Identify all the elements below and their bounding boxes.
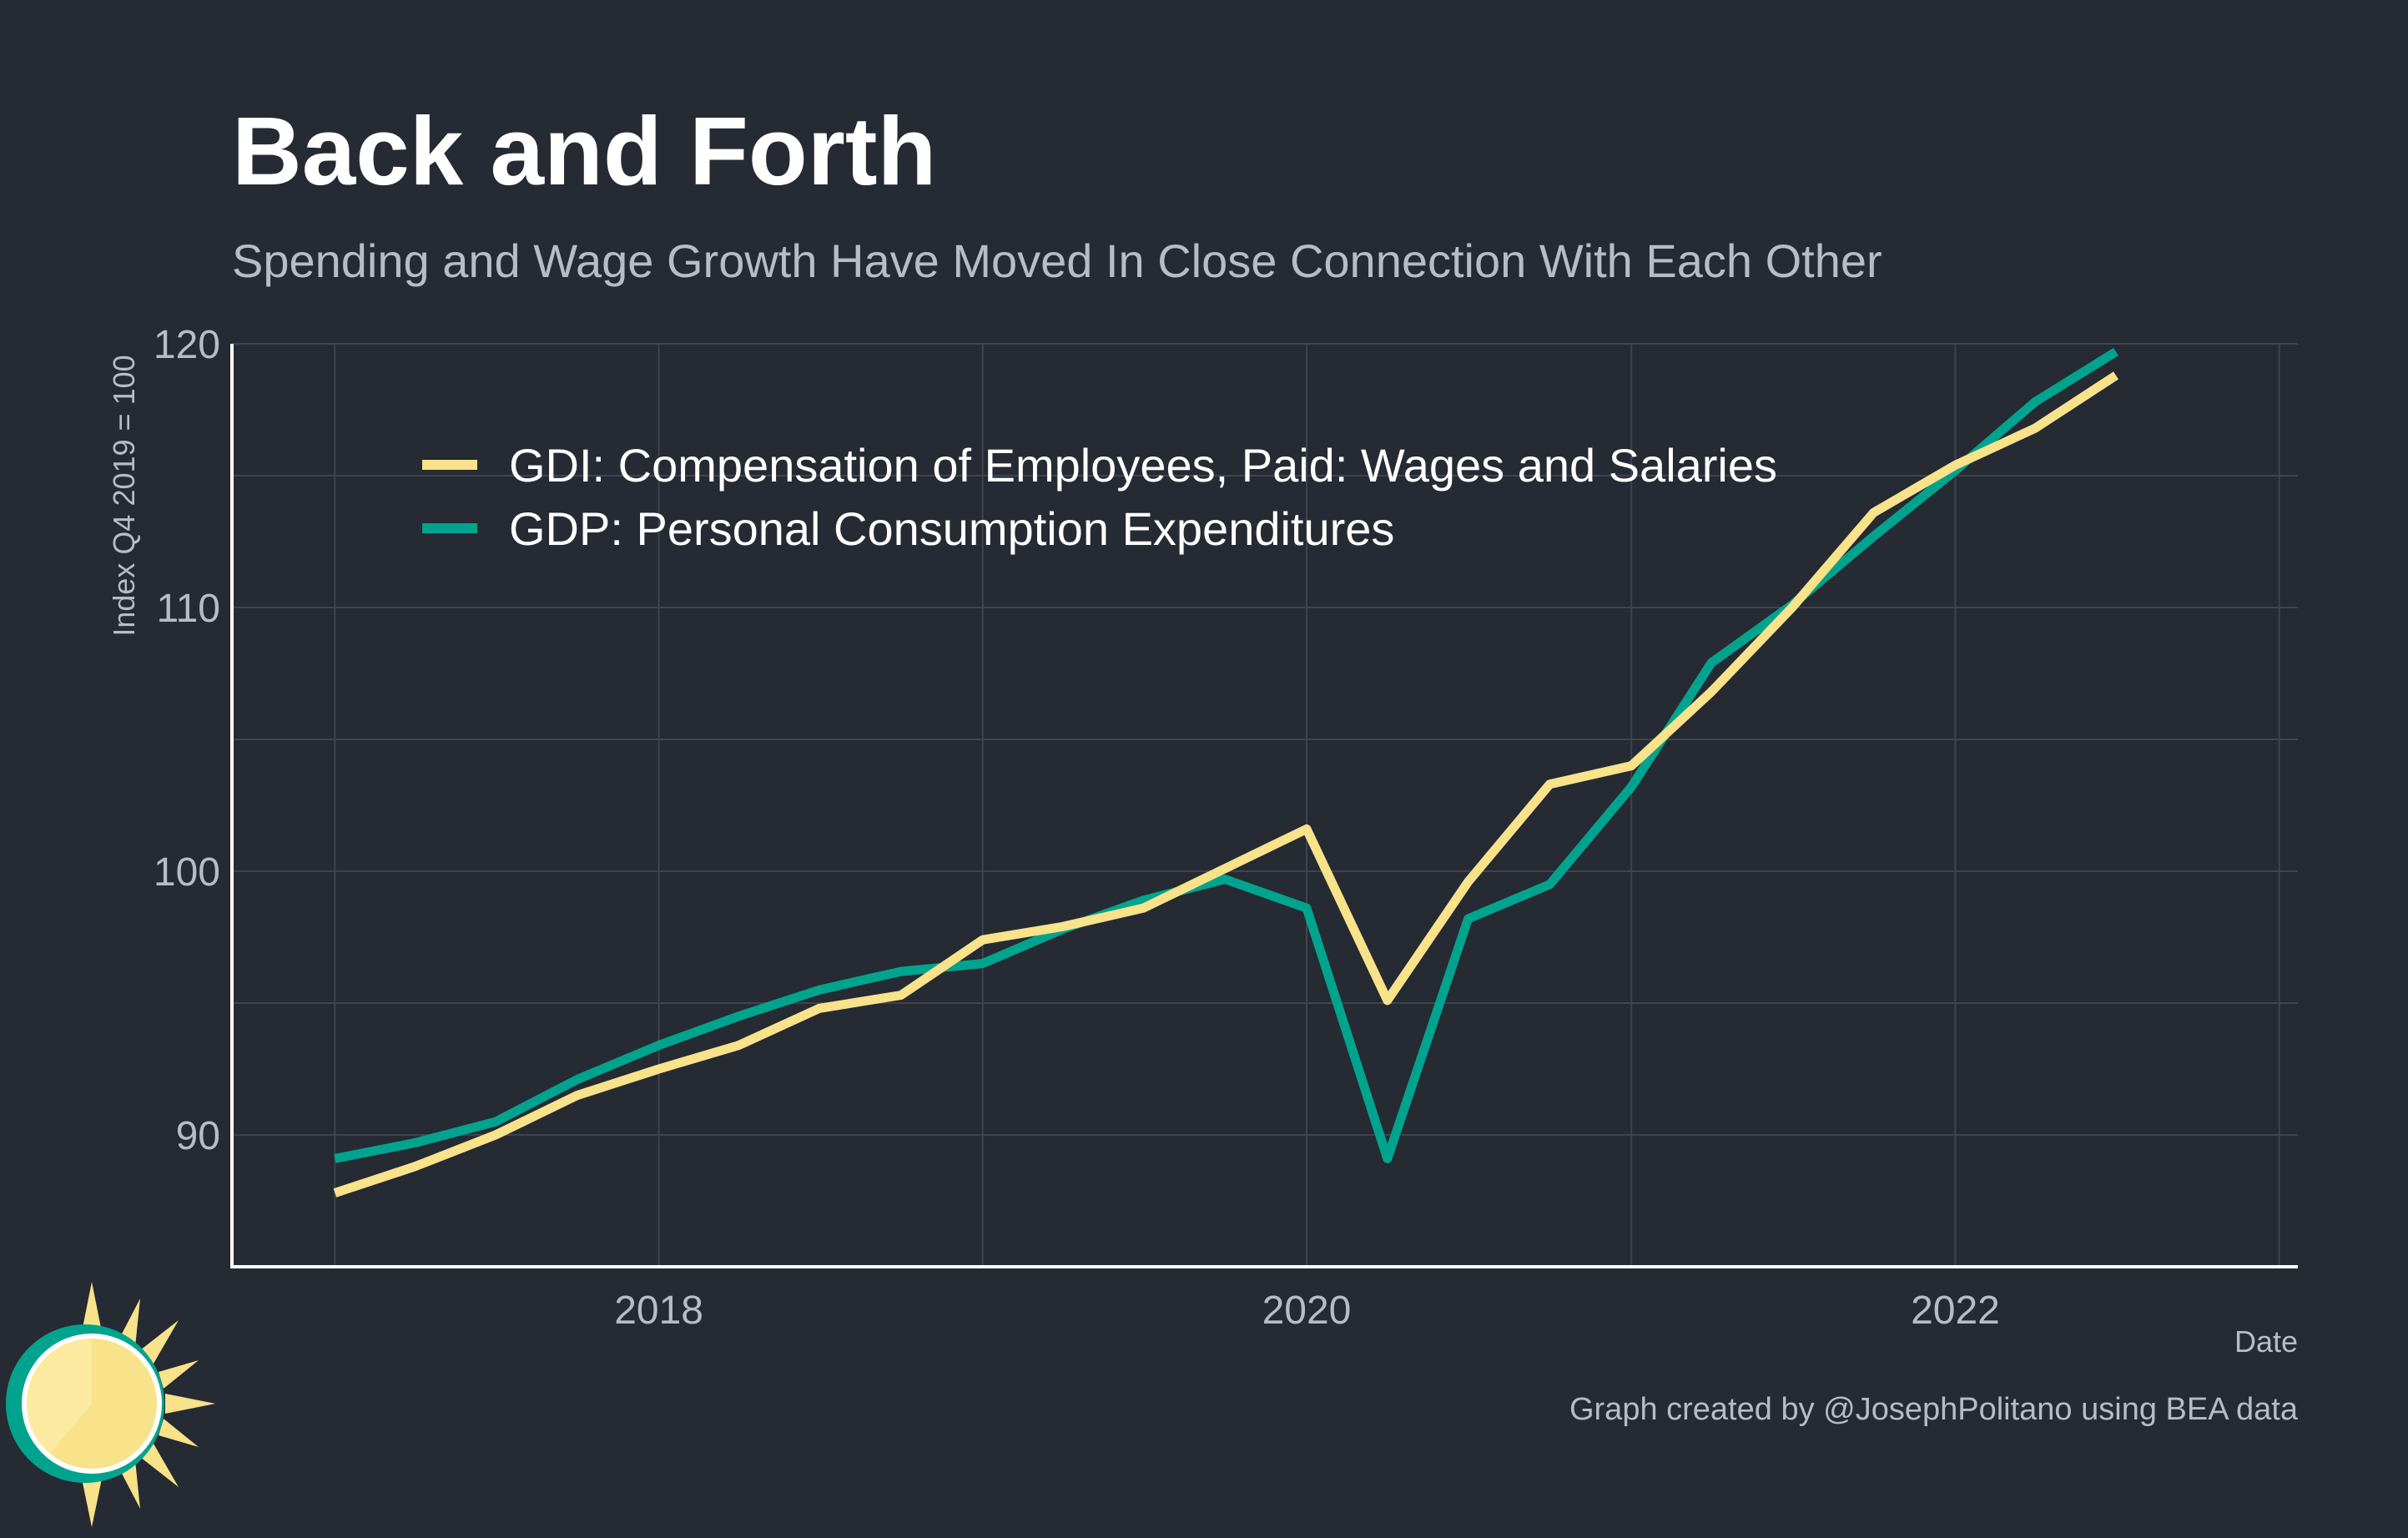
logo-clock-hand [26,1338,92,1454]
legend-label: GDP: Personal Consumption Expenditures [509,502,1394,555]
grid-layer [232,343,2298,1267]
y-tick-label: 120 [154,323,220,367]
legend: GDI: Compensation of Employees, Paid: Wa… [422,439,1777,555]
x-tick-label: 2020 [1262,1288,1352,1333]
chart-caption: Graph created by @JosephPolitano using B… [1569,1392,2299,1427]
y-tick-label: 90 [176,1114,220,1158]
sun-rays-icon [82,1282,215,1527]
x-tick-label: 2018 [614,1288,703,1333]
y-tick-label: 100 [154,850,220,895]
series-layer [333,347,2119,1198]
series-line-gdi [333,371,2119,1198]
chart-subtitle: Spending and Wage Growth Have Moved In C… [232,234,1882,287]
tick-label-layer: 90 100 110 120 2018 2020 2022 [154,323,2000,1333]
sun-clock-logo-icon [6,1282,215,1527]
chart-title: Back and Forth [232,97,936,205]
x-axis-label: Date [2234,1324,2298,1359]
x-tick-label: 2022 [1911,1288,2000,1333]
y-tick-label: 110 [156,587,220,631]
axis-layer [230,344,2298,1268]
y-axis-label: Index Q4 2019 = 100 [107,355,141,636]
legend-label: GDI: Compensation of Employees, Paid: Wa… [509,439,1777,492]
